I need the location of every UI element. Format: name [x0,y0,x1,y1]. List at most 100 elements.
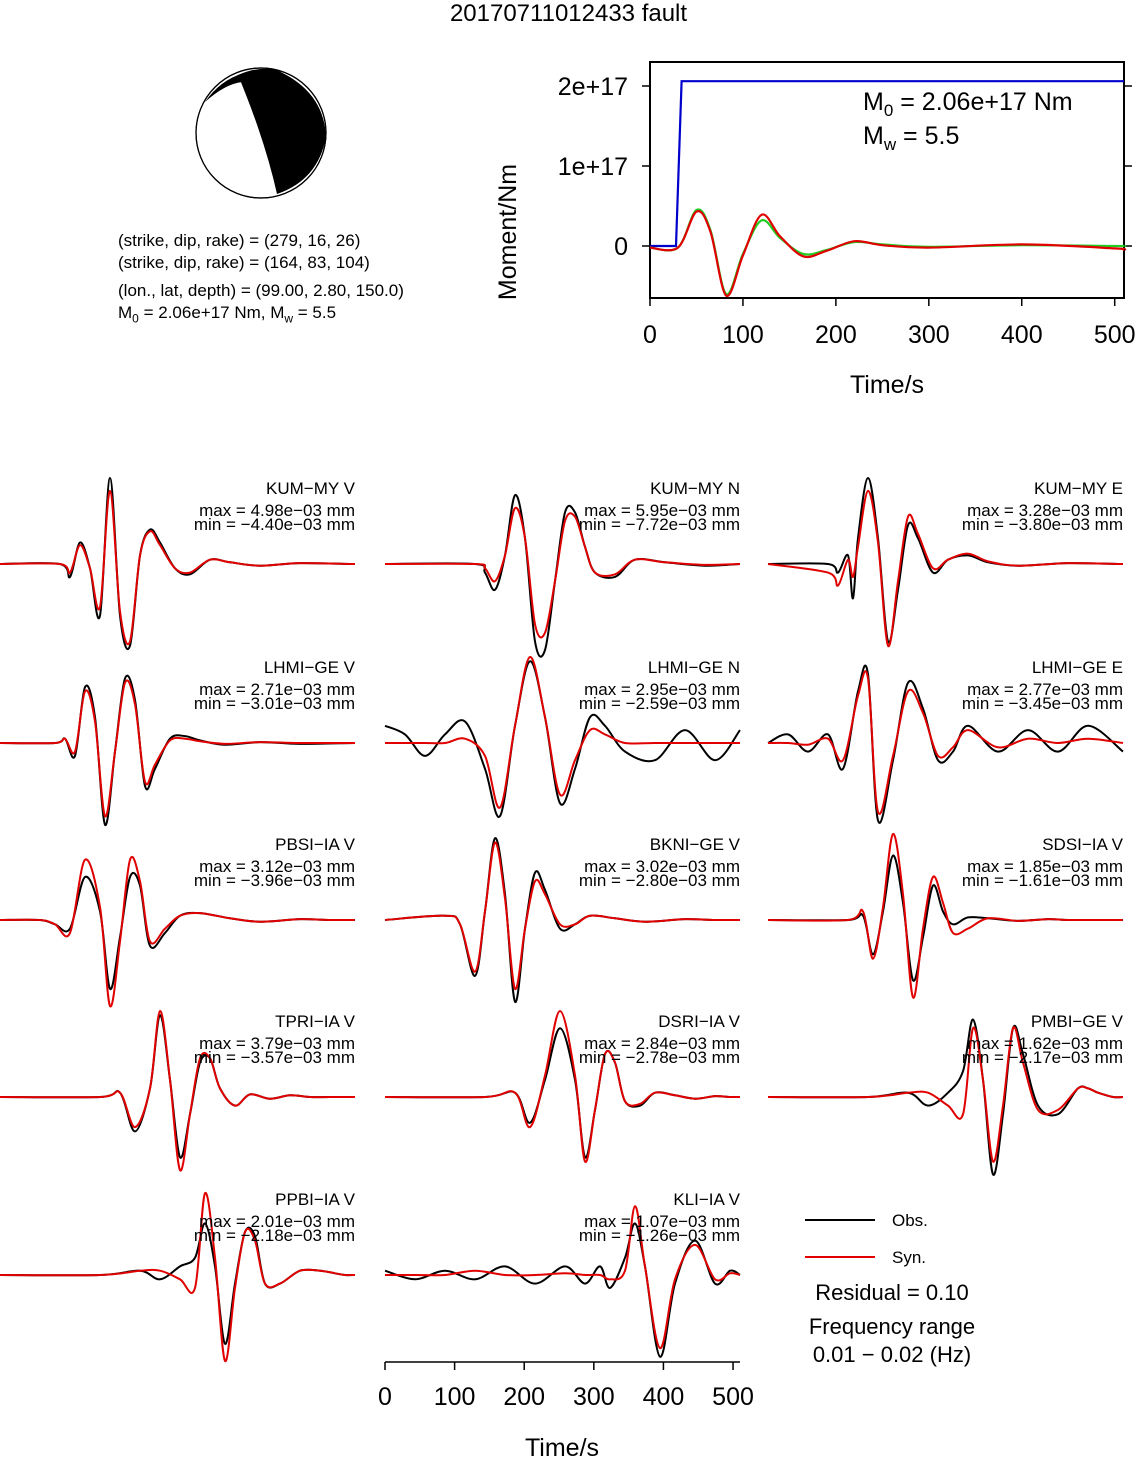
moment-chart: 2e+17 1e+17 0 0 100 200 300 400 500 Moment/Nm T… [494,61,1136,399]
waveform-xtick-label: 300 [573,1383,615,1411]
waveform-xtick-label: 400 [643,1383,685,1411]
min-amplitude-label: min = −3.96e−03 mm [194,871,355,890]
min-amplitude-label: min = −1.61e−03 mm [962,871,1123,890]
sdr1-text: (strike, dip, rake) = (279, 16, 26) [118,231,361,250]
station-label: DSRI−IA V [658,1012,740,1031]
beachball-small-quadrant [205,73,244,102]
source-parameters: (strike, dip, rake) = (279, 16, 26) (str… [118,230,404,329]
waveform-xlabel: Time/s [525,1434,599,1458]
synthetic-waveform [767,670,1124,815]
station-label: SDSI−IA V [1042,835,1123,854]
station-label: KUM−MY N [650,479,740,498]
moment-xtick-label: 500 [1094,321,1136,349]
synthetic-waveform [384,1009,741,1163]
max-amplitude-label: max = 1.07e−03 mm [584,1212,740,1231]
station-label: BKNI−GE V [650,835,741,854]
station-label: LHMI−GE V [264,658,356,677]
waveform-xtick-label: 0 [378,1383,392,1411]
moment-plot-frame [649,61,1125,299]
max-amplitude-label: max = 3.12e−03 mm [199,857,355,876]
moment-function-line [650,80,1124,248]
observed-waveform [384,1222,741,1358]
station-label: LHMI−GE N [648,658,740,677]
max-amplitude-label: max = 2.71e−03 mm [199,680,355,699]
waveform-xtick-label: 500 [712,1383,754,1411]
station-label: KLI−IA V [673,1190,740,1209]
page-title: 20170711012433 fault [449,0,688,27]
observed-waveform [767,664,1124,824]
synthetic-waveform [767,1026,1124,1163]
max-amplitude-label: max = 3.79e−03 mm [199,1034,355,1053]
moment-ylabel: Moment/Nm [494,164,522,300]
location-text: (lon., lat, depth) = (99.00, 2.80, 150.0… [118,281,404,300]
observed-waveform [0,871,356,990]
moment-xtick-label: 300 [908,321,950,349]
max-amplitude-label: max = 5.95e−03 mm [584,501,740,520]
moment-xtick-label: 0 [643,321,657,349]
station-label: PMBI−GE V [1031,1012,1124,1031]
station-label: TPRI−IA V [275,1012,355,1031]
moment-ytick-label: 0 [614,233,628,261]
residual-text: Residual = 0.10 [815,1280,969,1305]
max-amplitude-label: max = 2.95e−03 mm [584,680,740,699]
max-amplitude-label: max = 2.77e−03 mm [967,680,1123,699]
synthetic-waveform [767,832,1123,999]
moment-annotation-m0: M0 = 2.06e+17 Nm [863,88,1073,120]
synthetic-waveform [0,489,356,646]
sdr2-text: (strike, dip, rake) = (164, 83, 104) [118,253,370,272]
synthetic-waveform [0,1192,356,1363]
min-amplitude-label: min = −3.80e−03 mm [962,515,1123,534]
min-amplitude-label: min = −2.78e−03 mm [579,1048,740,1067]
min-amplitude-label: min = −3.45e−03 mm [962,694,1123,713]
min-amplitude-label: min = −2.17e−03 mm [962,1048,1123,1067]
max-amplitude-label: max = 2.84e−03 mm [584,1034,740,1053]
max-amplitude-label: max = 3.02e−03 mm [584,857,740,876]
moment-xtick-label: 400 [1001,321,1043,349]
synthetic-waveform [384,841,741,990]
magnitude-text: M0 = 2.06e+17 Nm, Mw = 5.5 [118,303,337,326]
min-amplitude-label: min = −2.80e−03 mm [579,871,740,890]
moment-annotation-mw: Mw = 5.5 [863,122,959,154]
min-amplitude-label: min = −4.40e−03 mm [194,515,355,534]
max-amplitude-label: max = 2.01e−03 mm [199,1212,355,1231]
waveform-xtick-label: 100 [434,1383,476,1411]
legend-syn-label: Syn. [892,1248,926,1267]
synthetic-waveform [384,655,740,809]
station-label: PBSI−IA V [275,835,356,854]
max-amplitude-label: max = 4.98e−03 mm [199,501,355,520]
synthetic-waveform [384,506,741,639]
moment-ytick-label: 2e+17 [558,73,628,101]
max-amplitude-label: max = 3.28e−03 mm [967,501,1123,520]
legend-obs-label: Obs. [892,1211,928,1230]
legend: Obs. Syn. Residual = 0.10 Frequency rang… [805,1211,975,1367]
min-amplitude-label: min = −1.26e−03 mm [579,1226,740,1245]
synthetic-waveform [0,679,356,818]
moment-xtick-label: 200 [815,321,857,349]
frequency-range: 0.01 − 0.02 (Hz) [813,1342,971,1367]
station-label: KUM−MY V [266,479,356,498]
min-amplitude-label: min = −7.72e−03 mm [579,515,740,534]
synthetic-waveform [0,856,356,1008]
moment-rate-line [649,210,1127,297]
station-label: PPBI−IA V [275,1190,356,1209]
min-amplitude-label: min = −2.59e−03 mm [579,694,740,713]
moment-xtick-label: 100 [722,321,764,349]
min-amplitude-label: min = −3.57e−03 mm [194,1048,355,1067]
synthetic-waveform [0,1009,355,1172]
moment-xlabel: Time/s [850,371,924,399]
station-label: LHMI−GE E [1032,658,1123,677]
synthetic-waveform [767,489,1124,647]
max-amplitude-label: max = 1.62e−03 mm [967,1034,1123,1053]
